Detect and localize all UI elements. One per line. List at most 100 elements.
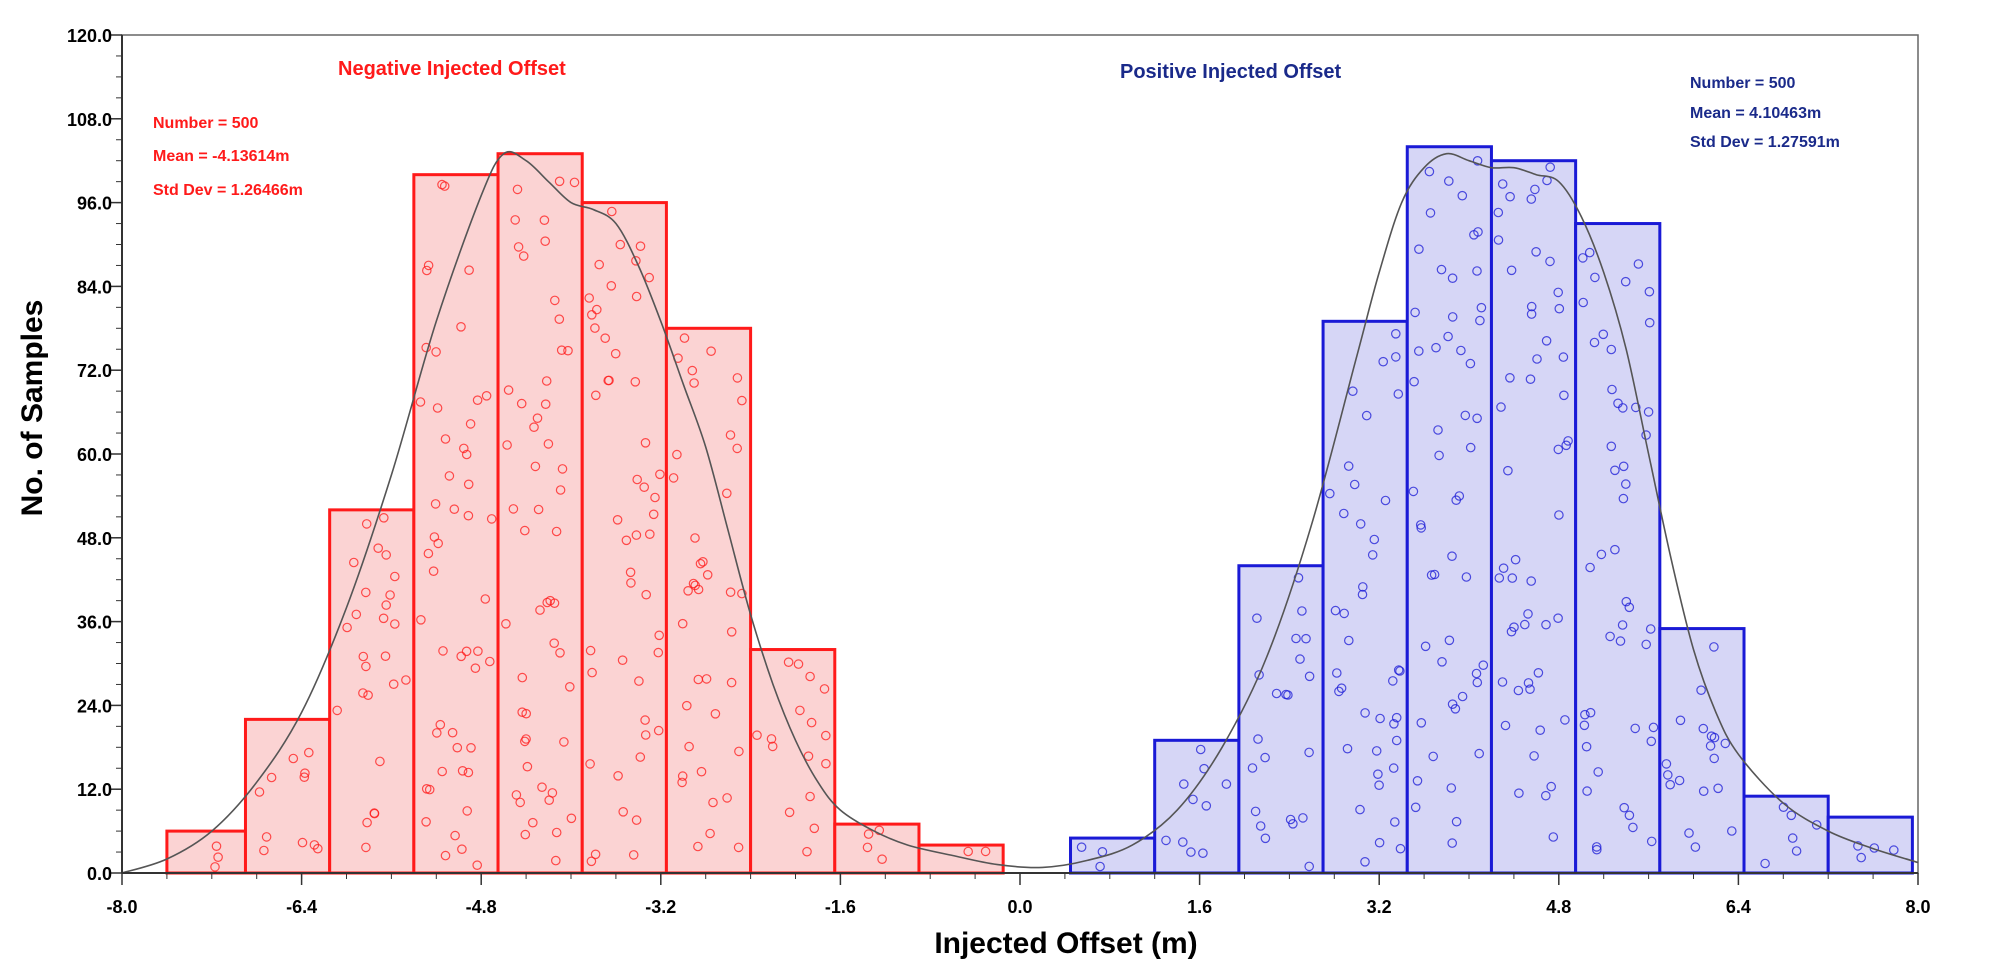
negative-sample-marker — [726, 626, 737, 637]
negative-sample-marker — [569, 177, 580, 188]
positive-sample-marker — [1606, 344, 1617, 355]
positive-sample-marker — [1253, 734, 1263, 744]
negative-sample-marker — [783, 657, 794, 667]
negative-sample-marker — [358, 688, 368, 698]
positive-sample-marker — [1591, 842, 1602, 852]
negative-sample-marker — [503, 385, 514, 395]
negative-sample-marker — [821, 758, 831, 769]
negative-sample-marker — [639, 482, 649, 492]
negative-sample-marker — [585, 759, 595, 769]
negative-sample-marker — [698, 556, 708, 567]
positive-sample-marker — [1553, 613, 1563, 623]
positive-sample-marker — [1375, 713, 1385, 724]
y-tick-label: 96.0 — [77, 194, 112, 214]
negative-sample-marker — [613, 770, 623, 781]
positive-sample-marker — [1684, 828, 1694, 838]
negative-sample-marker — [423, 548, 434, 559]
positive-sample-marker — [1367, 550, 1378, 560]
negative-sample-marker — [540, 399, 551, 409]
positive-number-label: Number = 500 — [1690, 75, 1795, 92]
negative-sample-marker — [648, 509, 659, 520]
positive-sample-marker — [1378, 356, 1388, 367]
negative-sample-marker — [733, 842, 744, 853]
positive-sample-marker — [1412, 775, 1423, 786]
negative-sample-marker — [564, 681, 575, 692]
positive-sample-marker — [1554, 303, 1565, 314]
negative-sample-marker — [635, 752, 646, 762]
positive-sample-marker — [1283, 690, 1293, 700]
positive-sample-marker — [1523, 678, 1534, 688]
positive-sample-marker — [1391, 735, 1402, 746]
negative-sample-marker — [430, 499, 441, 509]
negative-sample-marker — [361, 519, 372, 529]
density-curve — [121, 150, 1919, 874]
positive-sample-marker — [1563, 436, 1573, 446]
negative-sample-marker — [213, 852, 223, 862]
negative-sample-marker — [502, 440, 512, 450]
negative-sample-marker — [640, 437, 651, 448]
positive-sample-marker — [1460, 410, 1471, 421]
negative-sample-marker — [653, 725, 664, 736]
positive-sample-marker — [1369, 534, 1380, 545]
negative-sample-marker — [551, 827, 562, 838]
positive-sample-marker — [1186, 847, 1196, 857]
positive-sample-marker — [1709, 753, 1719, 764]
positive-sample-marker — [1605, 631, 1615, 642]
negative-bar-0 — [165, 829, 247, 875]
negative-sample-marker — [722, 793, 732, 803]
positive-sample-marker — [1478, 660, 1489, 670]
negative-sample-marker — [465, 419, 476, 429]
positive-sample-marker — [1641, 639, 1651, 650]
positive-sample-marker — [1195, 744, 1206, 755]
positive-sample-marker — [1254, 670, 1264, 680]
negative-sample-marker — [444, 471, 455, 481]
negative-sample-marker — [361, 842, 371, 853]
y-axis-title: No. of Samples — [16, 300, 49, 517]
positive-sample-marker — [1525, 374, 1536, 384]
x-tick-label: 6.4 — [1726, 897, 1751, 917]
positive-sample-marker — [1644, 317, 1655, 328]
negative-sample-marker — [617, 655, 628, 665]
negative-sample-marker — [708, 797, 718, 808]
negative-sample-marker — [543, 439, 554, 449]
y-tick-label: 36.0 — [77, 613, 112, 633]
negative-sample-marker — [795, 705, 805, 716]
positive-sample-marker — [1476, 302, 1487, 313]
positive-sample-marker — [1472, 266, 1482, 276]
positive-sample-marker — [1433, 425, 1443, 435]
negative-sample-marker — [361, 661, 371, 672]
positive-bar-1 — [1153, 738, 1241, 875]
negative-sample-marker — [520, 829, 531, 840]
positive-sample-marker — [1360, 708, 1370, 718]
negative-sample-marker — [373, 543, 383, 553]
positive-sample-marker — [1646, 836, 1657, 847]
negative-sample-marker — [360, 587, 371, 598]
negative-sample-marker — [421, 265, 432, 276]
positive-sample-marker — [1472, 156, 1483, 166]
positive-sample-marker — [1646, 736, 1657, 747]
negative-sample-marker — [687, 365, 698, 376]
positive-sample-marker — [1348, 386, 1358, 396]
negative-sample-marker — [303, 747, 314, 758]
positive-sample-marker — [1545, 256, 1555, 267]
positive-sample-marker — [1298, 813, 1308, 823]
negative-sample-marker — [701, 674, 712, 684]
positive-sample-marker — [1465, 442, 1476, 453]
negative-sample-marker — [737, 395, 747, 406]
positive-sample-marker — [1663, 770, 1673, 780]
negative-sample-marker — [401, 675, 411, 685]
negative-sample-marker — [732, 443, 742, 454]
positive-sample-marker — [1428, 751, 1438, 762]
negative-sample-marker — [259, 845, 269, 856]
positive-sample-marker — [1304, 861, 1314, 872]
negative-sample-marker — [522, 761, 533, 772]
negative-sample-marker — [470, 663, 481, 673]
negative-sample-marker — [288, 753, 299, 764]
negative-sample-marker — [437, 766, 447, 777]
negative-sample-marker — [210, 862, 220, 872]
negative-sample-marker — [464, 265, 474, 275]
negative-sample-marker — [802, 846, 812, 857]
negative-sample-marker — [466, 742, 476, 753]
positive-sample-marker — [1589, 337, 1600, 348]
positive-sample-marker — [1260, 833, 1271, 844]
